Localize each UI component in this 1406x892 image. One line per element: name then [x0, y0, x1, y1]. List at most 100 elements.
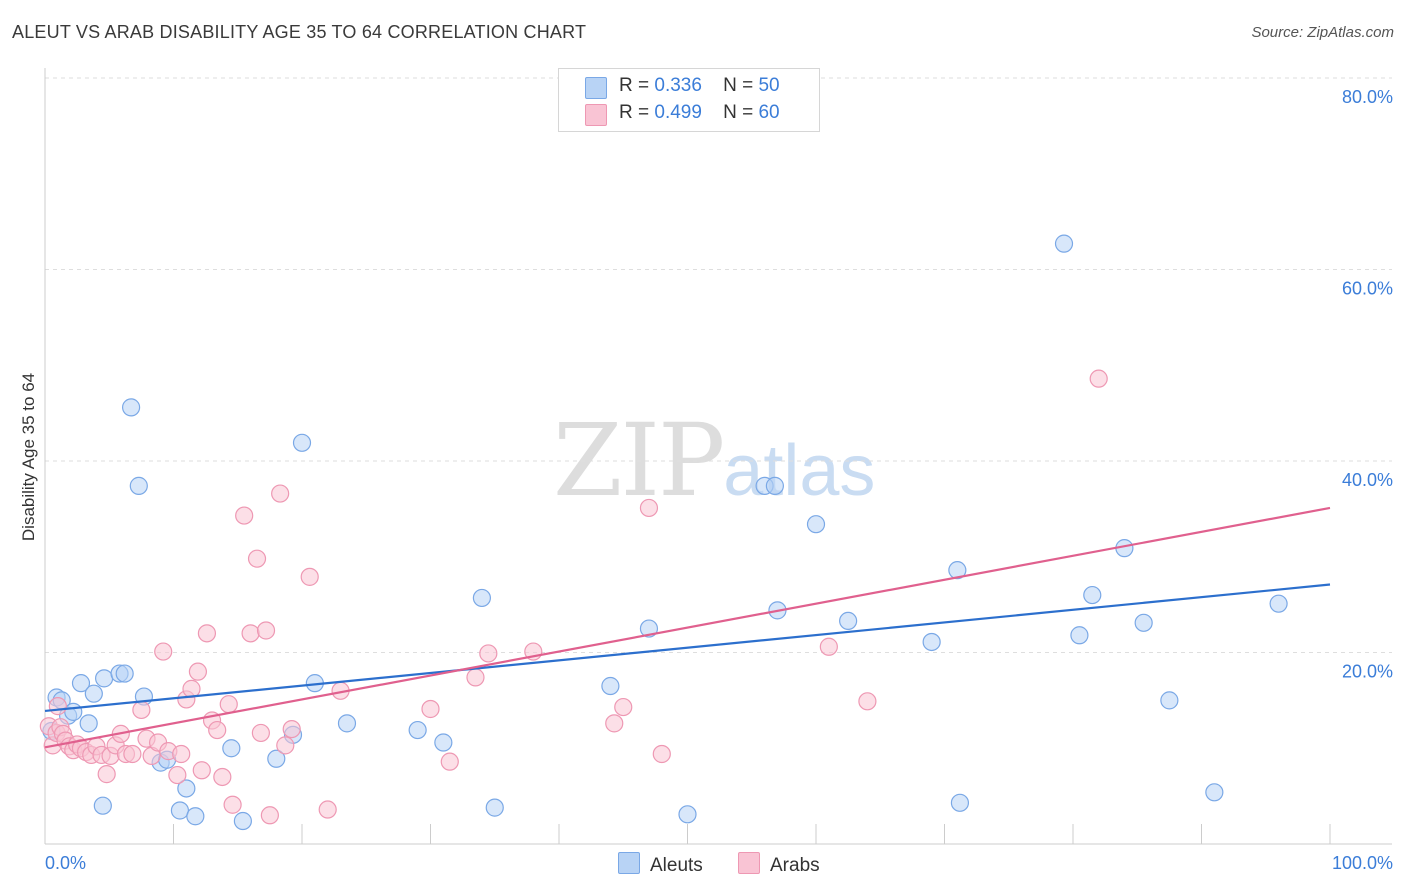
point-aleuts — [434, 733, 453, 752]
point-arabs — [168, 765, 187, 785]
chart-title: ALEUT VS ARAB DISABILITY AGE 35 TO 64 CO… — [12, 22, 587, 42]
bottom-legend-label-arabs: Arabs — [770, 855, 820, 876]
point-aleuts — [601, 676, 620, 696]
x-tick-label: 100.0% — [1332, 853, 1393, 873]
tick-labels: 20.0% 40.0% 60.0% 80.0% 0.0% 100.0% — [45, 87, 1393, 873]
point-aleuts — [678, 805, 697, 824]
point-aleuts — [129, 476, 148, 495]
point-arabs — [154, 642, 173, 661]
point-arabs — [223, 795, 242, 814]
point-aleuts — [1160, 691, 1179, 710]
point-arabs — [247, 549, 267, 568]
trend-lines — [44, 506, 1331, 749]
point-arabs — [123, 744, 142, 764]
point-aleuts — [806, 515, 826, 534]
point-aleuts — [948, 561, 967, 580]
point-arabs — [276, 736, 295, 755]
y-tick-label: 40.0% — [1342, 470, 1393, 490]
legend-swatch-aleuts — [585, 77, 607, 99]
y-tick-label: 80.0% — [1342, 87, 1393, 107]
point-aleuts — [408, 720, 427, 740]
point-aleuts — [93, 796, 112, 815]
point-aleuts — [1054, 234, 1074, 253]
legend-swatch-arabs — [585, 104, 607, 126]
point-arabs — [466, 668, 485, 687]
point-aleuts — [765, 476, 784, 495]
point-aleuts — [267, 749, 286, 768]
legend-r-value: 0.499 — [654, 102, 702, 123]
bottom-legend-aleuts: Aleuts — [618, 852, 703, 877]
bottom-legend-arabs: Arabs — [738, 852, 820, 877]
x-tick-label: 0.0% — [45, 853, 86, 873]
point-arabs — [197, 624, 217, 643]
point-arabs — [479, 644, 498, 663]
point-aleuts — [292, 433, 312, 452]
point-arabs — [241, 624, 260, 643]
point-aleuts — [839, 611, 858, 631]
point-aleuts — [115, 664, 134, 683]
legend-r-label: R = — [619, 75, 650, 96]
correlation-legend: R = 0.336 N = 50 R = 0.499 N = 60 — [558, 68, 820, 132]
point-arabs — [97, 765, 116, 784]
point-aleuts — [1269, 594, 1288, 613]
point-aleuts — [95, 669, 114, 688]
point-arabs — [208, 720, 227, 740]
legend-r-label: R = — [619, 102, 650, 123]
legend-n-value: 50 — [758, 75, 780, 96]
trend-line-arabs — [44, 506, 1331, 749]
point-aleuts — [121, 398, 141, 417]
point-arabs — [614, 697, 633, 717]
point-aleuts — [186, 807, 205, 826]
point-aleuts — [950, 793, 970, 812]
data-points — [39, 234, 1288, 831]
point-arabs — [282, 719, 301, 739]
point-arabs — [235, 506, 254, 525]
point-aleuts — [1134, 613, 1153, 632]
point-arabs — [605, 714, 624, 733]
point-aleuts — [639, 619, 659, 638]
point-aleuts — [233, 811, 252, 831]
axes — [44, 68, 1392, 845]
point-aleuts — [64, 702, 83, 721]
point-arabs — [188, 662, 208, 681]
bottom-legend-swatch-aleuts — [618, 852, 640, 874]
point-arabs — [192, 761, 211, 780]
point-arabs — [440, 752, 459, 771]
legend-r-value: 0.336 — [654, 75, 702, 96]
bottom-legend-swatch-arabs — [738, 852, 760, 874]
point-arabs — [48, 697, 67, 716]
point-arabs — [819, 637, 838, 656]
point-aleuts — [1083, 585, 1102, 605]
point-arabs — [256, 621, 276, 640]
y-tick-label: 20.0% — [1342, 662, 1393, 682]
point-arabs — [318, 800, 337, 819]
point-aleuts — [337, 714, 357, 733]
legend-n-value: 60 — [758, 102, 780, 123]
legend-n-label: N = — [723, 102, 754, 123]
point-arabs — [213, 767, 232, 787]
bottom-legend-label-aleuts: Aleuts — [650, 855, 703, 876]
point-arabs — [300, 567, 319, 586]
point-aleuts — [1070, 626, 1089, 645]
point-aleuts — [71, 674, 91, 693]
point-aleuts — [485, 798, 504, 817]
point-arabs — [260, 806, 279, 825]
point-arabs — [251, 723, 270, 743]
point-arabs — [858, 692, 877, 711]
point-arabs — [132, 700, 151, 720]
point-aleuts — [79, 714, 98, 733]
gridlines — [45, 77, 1392, 653]
point-aleuts — [1205, 783, 1224, 802]
point-arabs — [172, 744, 191, 764]
point-arabs — [219, 695, 238, 714]
point-arabs — [1089, 369, 1108, 388]
point-aleuts — [84, 684, 103, 703]
point-arabs — [639, 498, 659, 518]
point-arabs — [271, 484, 290, 503]
point-aleuts — [177, 779, 196, 798]
point-aleuts — [222, 739, 241, 758]
point-arabs — [421, 699, 440, 719]
y-axis-label: Disability Age 35 to 64 — [19, 373, 38, 541]
legend-n-label: N = — [723, 75, 754, 96]
